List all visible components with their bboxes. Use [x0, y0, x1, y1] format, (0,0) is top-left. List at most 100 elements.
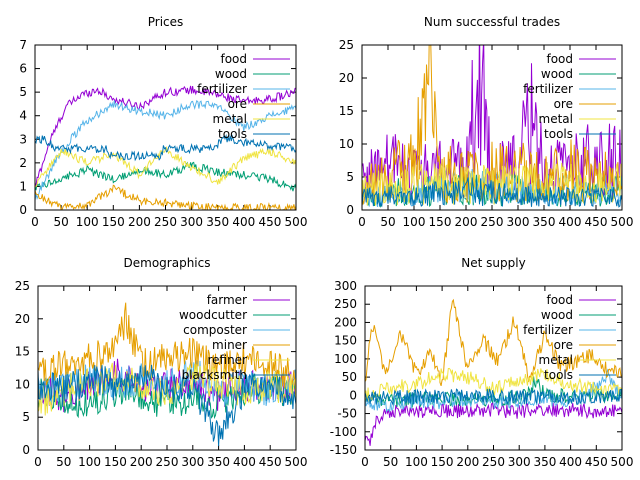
legend-label: fertilizer [523, 323, 573, 337]
x-tick-label: 50 [53, 215, 68, 229]
x-tick-label: 200 [456, 455, 479, 469]
y-tick-label: 20 [339, 71, 354, 85]
y-tick-label: 0 [349, 388, 357, 402]
x-tick-label: 300 [181, 455, 204, 469]
x-tick-label: 250 [156, 455, 179, 469]
legend-label: ore [554, 97, 573, 111]
y-tick-label: 250 [334, 297, 357, 311]
x-tick-label: 450 [259, 455, 282, 469]
y-tick-label: 0 [19, 203, 27, 217]
y-tick-label: 0 [22, 443, 30, 457]
x-tick-label: 400 [232, 215, 255, 229]
legend-label: woodcutter [179, 308, 247, 322]
legend-label: food [546, 52, 573, 66]
plot-frame [37, 285, 297, 451]
x-tick-label: 450 [258, 215, 281, 229]
y-tick-label: 2 [19, 156, 27, 170]
x-tick-label: 100 [405, 455, 428, 469]
x-tick-label: 400 [559, 215, 582, 229]
x-tick-label: 450 [585, 215, 608, 229]
y-tick-label: 300 [334, 279, 357, 293]
x-tick-label: 0 [361, 455, 369, 469]
x-tick-label: 0 [31, 215, 39, 229]
legend-label: food [546, 293, 573, 307]
y-tick-label: 15 [339, 104, 354, 118]
x-tick-label: 200 [130, 455, 153, 469]
y-tick-label: 7 [19, 38, 27, 52]
series-line-food [35, 85, 296, 188]
x-tick-label: 0 [34, 455, 42, 469]
legend-label: miner [212, 338, 247, 352]
series-line-tools [365, 388, 622, 406]
legend-label: wood [215, 67, 247, 81]
legend-label: metal [213, 112, 247, 126]
y-tick-label: 3 [19, 132, 27, 146]
y-tick-label: 200 [334, 315, 357, 329]
y-tick-label: 0 [346, 203, 354, 217]
x-tick-label: 50 [56, 455, 71, 469]
series-line-ore [365, 298, 622, 387]
x-tick-label: 100 [76, 215, 99, 229]
legend-label: refiner [207, 353, 247, 367]
x-tick-label: 150 [429, 215, 452, 229]
y-tick-label: 6 [19, 62, 27, 76]
x-tick-label: 500 [285, 215, 308, 229]
y-tick-label: 4 [19, 109, 27, 123]
y-tick-label: 25 [339, 38, 354, 52]
y-tick-label: 150 [334, 334, 357, 348]
legend-label: ore [554, 338, 573, 352]
x-tick-label: 150 [102, 215, 125, 229]
legend-label: ore [228, 97, 247, 111]
y-tick-label: 1 [19, 179, 27, 193]
x-tick-label: 500 [611, 455, 634, 469]
x-tick-label: 50 [383, 455, 398, 469]
series-line-miner [38, 302, 296, 389]
y-tick-label: 25 [15, 279, 30, 293]
x-tick-label: 100 [78, 455, 101, 469]
x-tick-label: 50 [380, 215, 395, 229]
y-tick-label: 50 [342, 370, 357, 384]
plot-frame [364, 285, 623, 451]
x-tick-label: 400 [233, 455, 256, 469]
x-tick-label: 350 [533, 455, 556, 469]
y-tick-label: 10 [339, 137, 354, 151]
legend-label: metal [539, 353, 573, 367]
x-tick-label: 300 [507, 215, 530, 229]
x-tick-label: 200 [128, 215, 151, 229]
plot-frame [34, 44, 297, 211]
x-tick-label: 150 [104, 455, 127, 469]
series-line-metal [35, 146, 296, 188]
y-tick-label: 5 [19, 85, 27, 99]
y-tick-label: 15 [15, 345, 30, 359]
x-tick-label: 0 [358, 215, 366, 229]
x-tick-label: 250 [481, 215, 504, 229]
x-tick-label: 100 [403, 215, 426, 229]
x-tick-label: 350 [206, 215, 229, 229]
x-tick-label: 500 [285, 455, 308, 469]
x-tick-label: 300 [508, 455, 531, 469]
legend-label: tools [544, 368, 573, 382]
series-line-tools [362, 177, 622, 208]
x-tick-label: 250 [482, 455, 505, 469]
legend-label: wood [541, 308, 573, 322]
x-tick-label: 300 [180, 215, 203, 229]
y-tick-label: -100 [330, 425, 357, 439]
series-line-blacksmith [38, 364, 296, 447]
y-tick-label: 20 [15, 312, 30, 326]
x-tick-label: 350 [533, 215, 556, 229]
chart-title: Net supply [461, 256, 525, 270]
x-tick-label: 400 [559, 455, 582, 469]
legend-label: composter [183, 323, 247, 337]
legend-label: metal [539, 112, 573, 126]
series-line-ore [35, 184, 296, 210]
chart-title: Demographics [124, 256, 211, 270]
series-line-food [365, 401, 622, 446]
series-line-fertilizer [35, 99, 296, 201]
legend-label: fertilizer [197, 82, 247, 96]
x-tick-label: 150 [431, 455, 454, 469]
legend-label: food [220, 52, 247, 66]
